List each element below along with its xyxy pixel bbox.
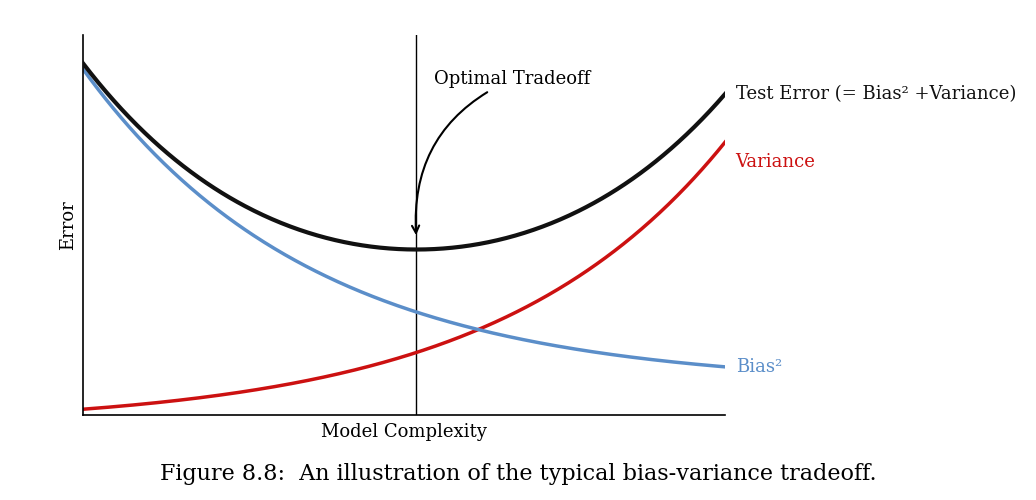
Text: Bias²: Bias²: [736, 358, 782, 376]
Y-axis label: Error: Error: [59, 200, 78, 250]
X-axis label: Model Complexity: Model Complexity: [321, 424, 487, 442]
Text: Variance: Variance: [736, 153, 815, 171]
Text: Figure 8.8:  An illustration of the typical bias-variance tradeoff.: Figure 8.8: An illustration of the typic…: [160, 463, 876, 485]
Text: Test Error (= Bias² +Variance): Test Error (= Bias² +Variance): [736, 85, 1016, 103]
Text: Optimal Tradeoff: Optimal Tradeoff: [412, 70, 591, 233]
